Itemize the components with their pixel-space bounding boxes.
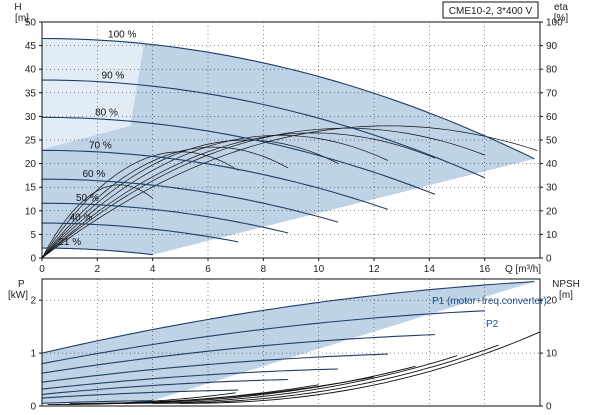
npsh-curve	[47, 392, 236, 405]
power-curve	[41, 368, 339, 390]
y2-tick-label: 40	[546, 159, 558, 170]
y-tick-label: 20	[25, 159, 37, 170]
power-curve	[41, 353, 388, 383]
power-curve	[41, 378, 289, 395]
x-tick-label: 6	[205, 264, 211, 275]
p2-series-label: P2	[486, 319, 499, 330]
speed-curve	[42, 149, 388, 210]
speed-curve-label: 80 %	[95, 108, 118, 119]
y2-axis-title: NPSH	[552, 279, 580, 290]
y2-axis-title: eta	[554, 2, 568, 13]
x-tick-label: 8	[261, 264, 267, 275]
y-tick-label: 5	[30, 230, 36, 241]
x-tick-label: 14	[424, 264, 436, 275]
y2-tick-label: 90	[546, 41, 558, 52]
x-tick-label: 0	[39, 264, 45, 275]
npsh-curve	[180, 331, 541, 404]
y-axis-title: P	[18, 279, 25, 290]
operating-area	[42, 38, 535, 255]
y-tick-label: 15	[25, 183, 37, 194]
speed-curve	[41, 116, 436, 195]
speed-curve	[41, 202, 289, 234]
power-curve	[41, 389, 239, 399]
efficiency-curve	[41, 184, 153, 259]
y2-tick-label: 10	[546, 349, 558, 360]
speed-curve	[41, 37, 535, 160]
y-tick-label: 0	[30, 254, 36, 265]
y-tick-label: 40	[25, 65, 37, 76]
efficiency-curve	[41, 134, 388, 259]
speed-curve	[42, 178, 339, 223]
y-tick-label: 2	[30, 296, 36, 307]
x-tick-label: 2	[95, 264, 101, 275]
speed-curve-label: 90 %	[102, 71, 125, 82]
speed-curve	[42, 79, 485, 179]
y2-tick-label: 60	[546, 112, 558, 123]
y-axis-unit: [kW]	[8, 290, 28, 301]
bottom-plot-frame	[41, 278, 541, 407]
x-tick-label: 12	[368, 264, 380, 275]
y2-tick-label: 100	[546, 18, 563, 29]
power-operating-area	[42, 281, 535, 404]
y-tick-label: 1	[30, 349, 36, 360]
speed-curve-label: 100 %	[108, 30, 136, 41]
head-chart: 100 % 90 % 80 % 70 % 60 % 50 % 40 % 21 % 0 5 10 15 2…	[14, 1, 569, 275]
y2-tick-label: 20	[546, 206, 558, 217]
speed-curve-label: 60 %	[82, 169, 105, 180]
power-curve	[41, 310, 485, 365]
y2-tick-label: 70	[546, 88, 558, 99]
efficiency-curve	[41, 151, 239, 259]
y-axis-unit: [m]	[15, 13, 29, 24]
efficiency-curve	[41, 125, 538, 259]
operating-area-light	[42, 38, 145, 150]
x-tick-label: 16	[479, 264, 491, 275]
speed-curve-label: 50 %	[76, 193, 99, 204]
speed-curve-label: 21 %	[58, 237, 81, 248]
y2-tick-label: 20	[546, 296, 558, 307]
power-curve	[41, 281, 535, 354]
title-text: CME10-2, 3*400 V	[449, 6, 533, 17]
y-tick-label: 0	[30, 402, 36, 413]
speed-curve	[42, 222, 239, 243]
y2-tick-label: 0	[546, 402, 552, 413]
y-tick-label: 50	[25, 18, 37, 29]
power-curve	[41, 400, 153, 404]
x-tick-label: 10	[313, 264, 325, 275]
y-tick-label: 10	[25, 206, 37, 217]
y2-axis-unit: [%]	[554, 13, 569, 24]
title-box	[442, 1, 539, 19]
y-tick-label: 45	[25, 41, 37, 52]
y2-tick-label: 30	[546, 183, 558, 194]
y2-axis-unit: [m]	[559, 290, 573, 301]
y2-tick-label: 0	[546, 254, 552, 265]
efficiency-curve	[41, 127, 485, 259]
speed-curve-label: 40 %	[70, 212, 93, 223]
y-axis-title: H	[14, 2, 21, 13]
speed-curve-label: 70 %	[89, 140, 112, 151]
p1-series-label: P1 (motor+freq.converter)	[432, 296, 547, 307]
npsh-curve	[152, 344, 499, 404]
power-curve	[41, 334, 435, 374]
y2-tick-label: 50	[546, 136, 558, 147]
x-tick-label: 4	[150, 264, 156, 275]
y-tick-label: 30	[25, 112, 37, 123]
x-axis-label: Q [m³/h]	[505, 264, 541, 275]
y-tick-label: 35	[25, 88, 37, 99]
npsh-curve	[124, 355, 458, 404]
y-tick-label: 25	[25, 136, 37, 147]
y2-tick-label: 80	[546, 65, 558, 76]
speed-curve	[42, 247, 153, 256]
y2-tick-label: 10	[546, 230, 558, 241]
efficiency-curve	[41, 146, 289, 259]
